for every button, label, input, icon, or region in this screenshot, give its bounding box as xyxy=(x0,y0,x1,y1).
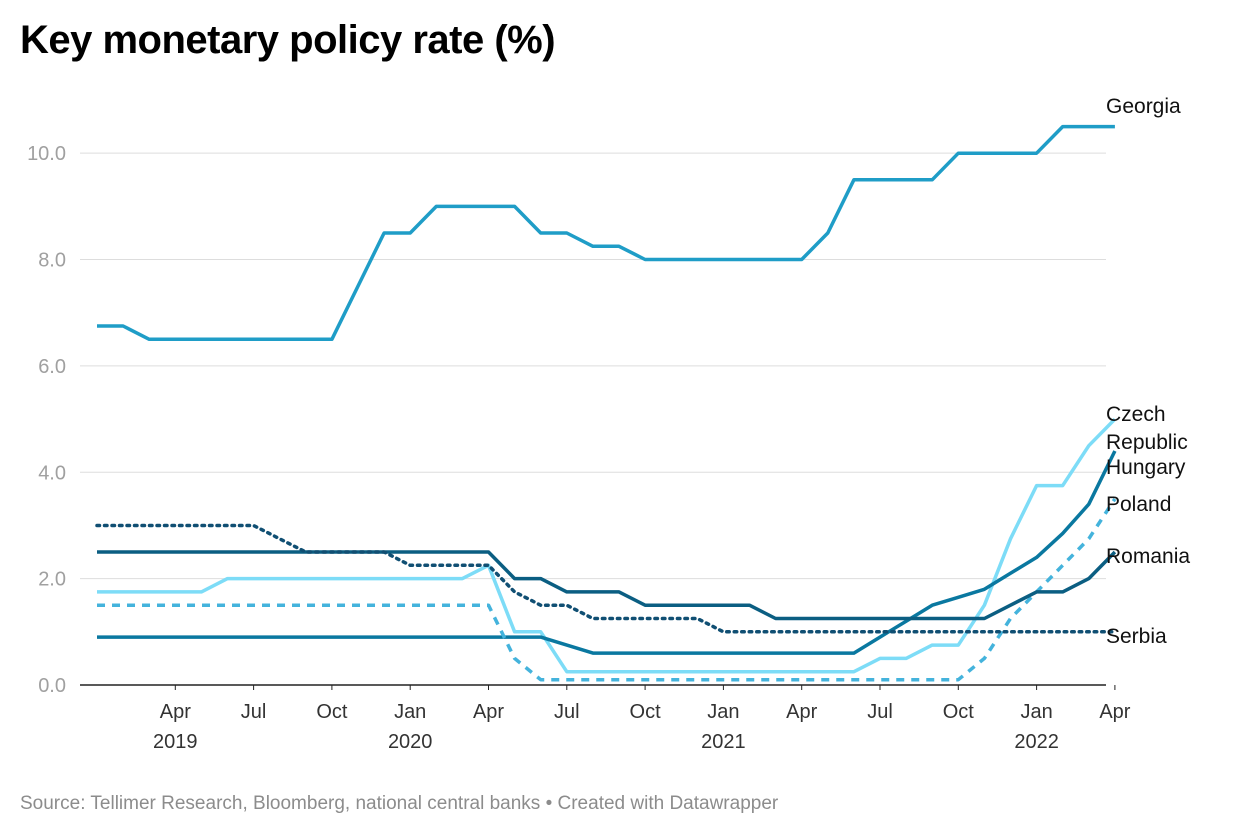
gridlines xyxy=(80,152,1106,580)
x-tick-label: Apr xyxy=(473,701,504,723)
series-lines xyxy=(95,124,1117,682)
x-axis: Apr 2019 Jul Oct Jan 2020 Apr Jul Oct Jan 2021 Apr J… xyxy=(80,684,1131,753)
y-tick-label: 8.0 xyxy=(38,250,66,272)
y-tick-label: 6.0 xyxy=(38,356,66,378)
series-line-georgia xyxy=(97,124,1115,342)
series-label-romania: Romania xyxy=(1106,545,1190,568)
x-tick-label: Oct xyxy=(943,701,975,723)
x-tick-label: Jul xyxy=(554,701,580,723)
series-label-czech-republic: Republic xyxy=(1106,431,1188,454)
series-line-romania xyxy=(97,550,1117,621)
x-tick-label: Jan xyxy=(1020,701,1052,723)
line-chart: 0.0 2.0 4.0 6.0 8.0 10.0 Apr 2019 Jul Oct Jan 2020… xyxy=(27,95,1190,753)
x-tick-label: Oct xyxy=(316,701,348,723)
series-line-poland xyxy=(97,497,1117,682)
y-tick-label: 0.0 xyxy=(38,675,66,697)
x-tick-label: Jan xyxy=(394,701,426,723)
series-label-czech-republic: Czech xyxy=(1106,403,1166,426)
x-tick-year-label: 2021 xyxy=(701,731,746,753)
x-tick-label: Oct xyxy=(630,701,662,723)
x-tick-year-label: 2020 xyxy=(388,731,433,753)
x-tick-year-label: 2019 xyxy=(153,731,198,753)
x-tick-label: Apr xyxy=(786,701,817,723)
x-tick-label: Jul xyxy=(867,701,893,723)
series-label-hungary: Hungary xyxy=(1106,456,1186,479)
x-tick-label: Apr xyxy=(160,701,191,723)
y-axis-ticks: 0.0 2.0 4.0 6.0 8.0 10.0 xyxy=(27,143,66,697)
x-tick-label: Apr xyxy=(1099,701,1130,723)
chart-title: Key monetary policy rate (%) xyxy=(20,18,556,62)
series-line-serbia xyxy=(95,523,1117,634)
series-line-czech-republic xyxy=(97,417,1117,674)
x-tick-label: Jul xyxy=(241,701,267,723)
y-tick-label: 4.0 xyxy=(38,462,66,484)
y-tick-label: 2.0 xyxy=(38,569,66,591)
y-tick-label: 10.0 xyxy=(27,143,66,165)
x-tick-year-label: 2022 xyxy=(1014,731,1059,753)
series-line-hungary xyxy=(97,450,1117,655)
series-label-poland: Poland xyxy=(1106,493,1171,516)
series-label-georgia: Georgia xyxy=(1106,95,1181,118)
source-note: Source: Tellimer Research, Bloomberg, na… xyxy=(20,793,779,814)
series-label-serbia: Serbia xyxy=(1106,625,1167,648)
x-tick-label: Jan xyxy=(707,701,739,723)
